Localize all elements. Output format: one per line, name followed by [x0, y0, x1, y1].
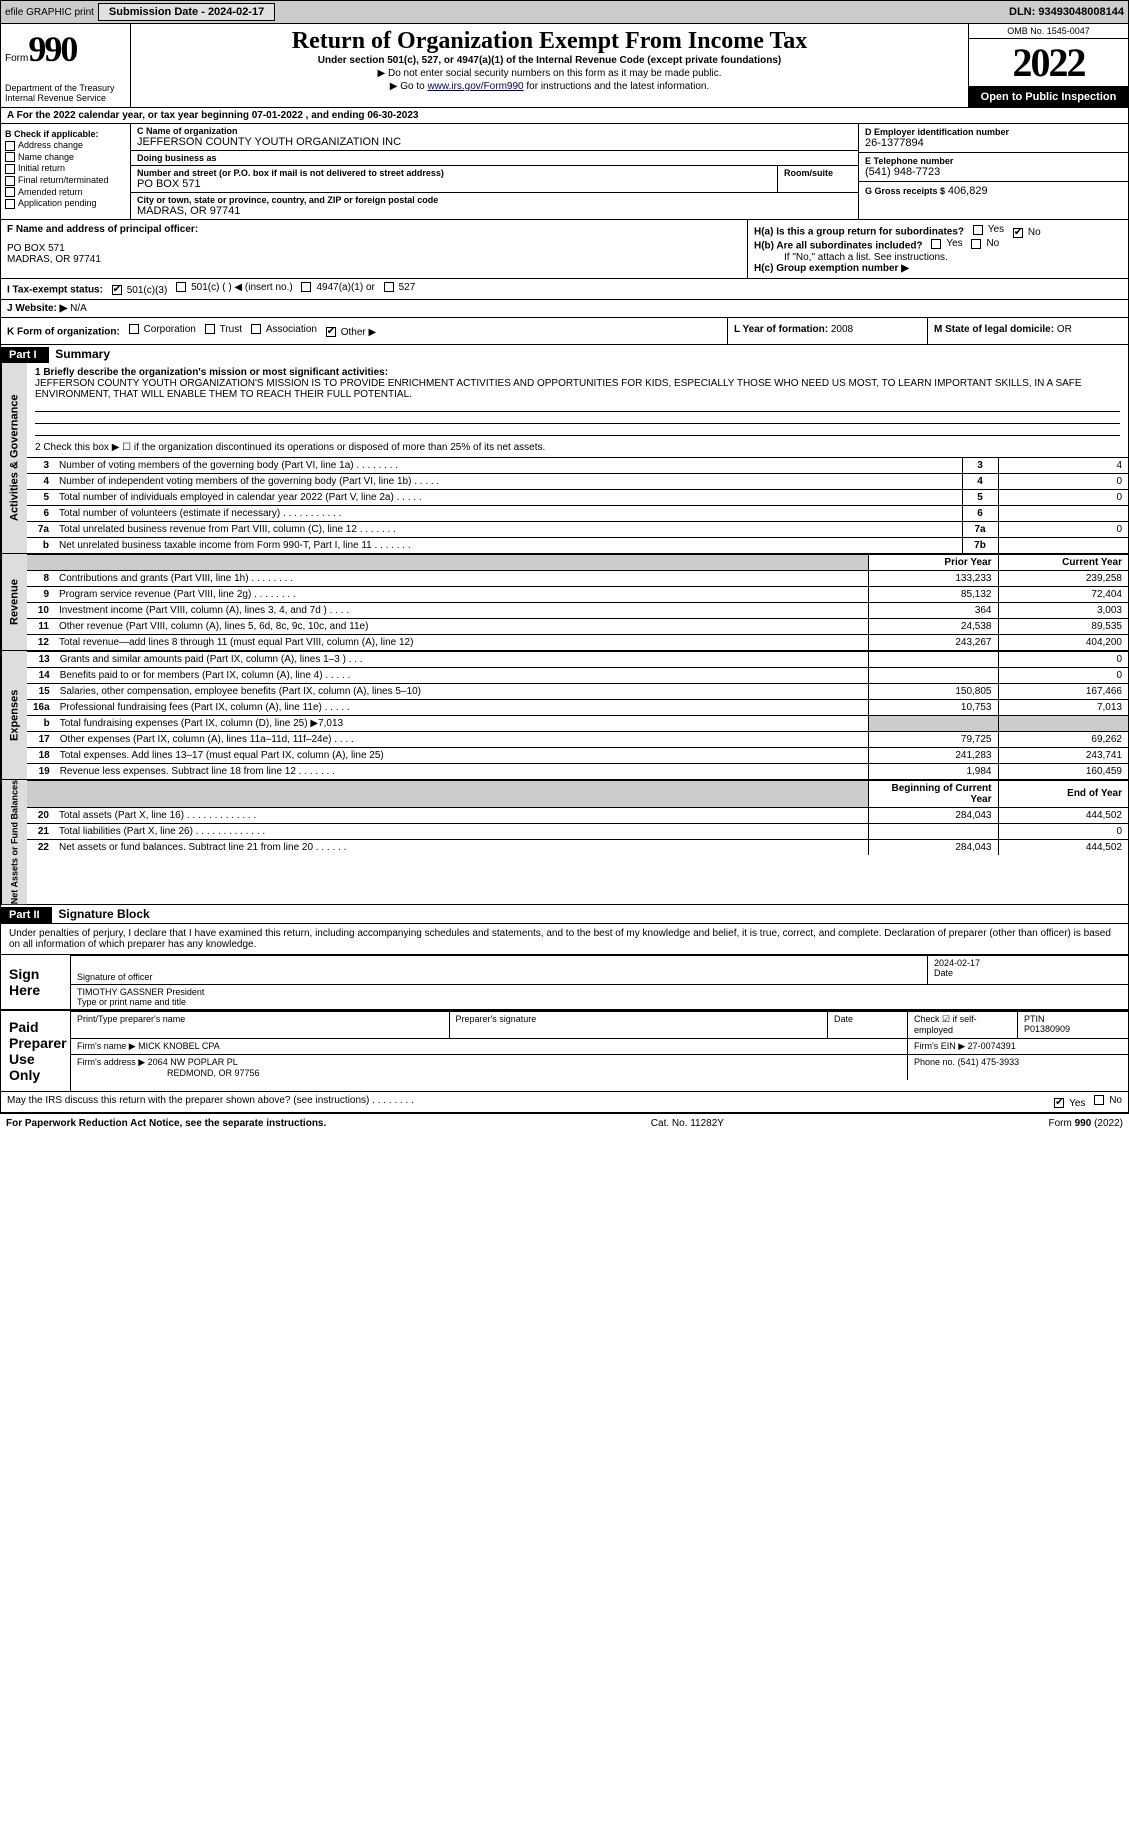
table-row: 15Salaries, other compensation, employee…: [27, 683, 1128, 699]
form-number: Form 990: [5, 28, 126, 70]
signature-block: Under penalties of perjury, I declare th…: [0, 924, 1129, 1113]
part-1-title: Summary: [55, 347, 110, 361]
note-link: ▶ Go to www.irs.gov/Form990 for instruct…: [135, 81, 964, 92]
table-row: 5Total number of individuals employed in…: [27, 489, 1128, 505]
note-ssn: ▶ Do not enter social security numbers o…: [135, 68, 964, 79]
part-2-tag: Part II: [1, 907, 52, 923]
col-f-officer: F Name and address of principal officer:…: [1, 220, 748, 278]
ein: 26-1377894: [865, 137, 1122, 149]
row-klm: K Form of organization: Corporation Trus…: [0, 318, 1129, 345]
department: Department of the Treasury Internal Reve…: [5, 83, 126, 103]
table-row: bTotal fundraising expenses (Part IX, co…: [27, 715, 1128, 731]
col-h-group: H(a) Is this a group return for subordin…: [748, 220, 1128, 278]
telephone: (541) 948-7723: [865, 166, 1122, 178]
part-1: Part I Summary Activities & Governance 1…: [0, 345, 1129, 554]
form-title: Return of Organization Exempt From Incom…: [135, 28, 964, 55]
efile-label: efile GRAPHIC print: [5, 7, 94, 18]
officer-name: TIMOTHY GASSNER President: [77, 987, 1122, 997]
expenses-section: Expenses 13Grants and similar amounts pa…: [0, 651, 1129, 780]
table-row: bNet unrelated business taxable income f…: [27, 537, 1128, 553]
table-row: 3Number of voting members of the governi…: [27, 457, 1128, 473]
chk-name[interactable]: Name change: [5, 152, 126, 163]
chk-final[interactable]: Final return/terminated: [5, 175, 126, 186]
governance-table: 3Number of voting members of the governi…: [27, 457, 1128, 553]
table-row: 18Total expenses. Add lines 13–17 (must …: [27, 747, 1128, 763]
table-row: 20Total assets (Part X, line 16) . . . .…: [27, 807, 1128, 823]
firm-name: MICK KNOBEL CPA: [138, 1041, 220, 1051]
irs-link[interactable]: www.irs.gov/Form990: [427, 81, 523, 92]
city-state-zip: MADRAS, OR 97741: [137, 205, 852, 217]
table-row: 9Program service revenue (Part VIII, lin…: [27, 586, 1128, 602]
tax-year: 2022: [969, 39, 1128, 87]
submission-date-button[interactable]: Submission Date - 2024-02-17: [98, 3, 275, 21]
part-2-title: Signature Block: [58, 907, 149, 921]
topbar: efile GRAPHIC print Submission Date - 20…: [0, 0, 1129, 24]
table-row: 8Contributions and grants (Part VIII, li…: [27, 570, 1128, 586]
section-bcd: B Check if applicable: Address change Na…: [0, 124, 1129, 220]
chk-initial[interactable]: Initial return: [5, 163, 126, 174]
street-address: PO BOX 571: [137, 178, 771, 190]
sign-date: 2024-02-17: [934, 958, 1122, 968]
table-row: 21Total liabilities (Part X, line 26) . …: [27, 823, 1128, 839]
ptin: P01380909: [1024, 1024, 1122, 1034]
mission-text: JEFFERSON COUNTY YOUTH ORGANIZATION'S MI…: [35, 378, 1120, 400]
page-footer: For Paperwork Reduction Act Notice, see …: [0, 1113, 1129, 1133]
table-row: 10Investment income (Part VIII, column (…: [27, 602, 1128, 618]
table-row: 6Total number of volunteers (estimate if…: [27, 505, 1128, 521]
net-assets-table: Beginning of Current YearEnd of Year 20T…: [27, 780, 1128, 855]
col-d-ein: D Employer identification number 26-1377…: [858, 124, 1128, 219]
table-row: 7aTotal unrelated business revenue from …: [27, 521, 1128, 537]
open-to-public: Open to Public Inspection: [969, 87, 1128, 107]
firm-ein: 27-0074391: [968, 1041, 1016, 1051]
part-1-tag: Part I: [1, 347, 49, 363]
table-row: 14Benefits paid to or for members (Part …: [27, 667, 1128, 683]
firm-address: 2064 NW POPLAR PL: [148, 1057, 238, 1067]
section-fh: F Name and address of principal officer:…: [0, 220, 1129, 279]
perjury-statement: Under penalties of perjury, I declare th…: [1, 924, 1128, 954]
table-row: 4Number of independent voting members of…: [27, 473, 1128, 489]
table-row: 22Net assets or fund balances. Subtract …: [27, 839, 1128, 855]
revenue-table: Prior YearCurrent Year 8Contributions an…: [27, 554, 1128, 650]
dln-label: DLN: 93493048008144: [1009, 6, 1124, 18]
revenue-section: Revenue Prior YearCurrent Year 8Contribu…: [0, 554, 1129, 651]
table-row: 12Total revenue—add lines 8 through 11 (…: [27, 634, 1128, 650]
table-row: 17Other expenses (Part IX, column (A), l…: [27, 731, 1128, 747]
part-2: Part II Signature Block: [0, 905, 1129, 924]
net-assets-section: Net Assets or Fund Balances Beginning of…: [0, 780, 1129, 905]
form-header: Form 990 Department of the Treasury Inte…: [0, 24, 1129, 108]
row-a-tax-year: A For the 2022 calendar year, or tax yea…: [0, 108, 1129, 124]
table-row: 19Revenue less expenses. Subtract line 1…: [27, 763, 1128, 779]
chk-address[interactable]: Address change: [5, 140, 126, 151]
col-c-org: C Name of organization JEFFERSON COUNTY …: [131, 124, 858, 219]
expenses-table: 13Grants and similar amounts paid (Part …: [27, 651, 1128, 779]
form-subtitle: Under section 501(c), 527, or 4947(a)(1)…: [135, 55, 964, 66]
table-row: 16aProfessional fundraising fees (Part I…: [27, 699, 1128, 715]
org-name: JEFFERSON COUNTY YOUTH ORGANIZATION INC: [137, 136, 852, 148]
firm-phone: (541) 475-3933: [958, 1057, 1020, 1067]
chk-amended[interactable]: Amended return: [5, 187, 126, 198]
side-expenses: Expenses: [1, 651, 27, 779]
chk-pending[interactable]: Application pending: [5, 198, 126, 209]
gross-receipts: 406,829: [948, 185, 988, 197]
side-net-assets: Net Assets or Fund Balances: [1, 780, 27, 904]
omb-number: OMB No. 1545-0047: [969, 24, 1128, 39]
col-b-checkboxes: B Check if applicable: Address change Na…: [1, 124, 131, 219]
row-i-tax-status: I Tax-exempt status: 501(c)(3) 501(c) ( …: [0, 279, 1129, 300]
website: N/A: [70, 303, 87, 314]
sign-here-label: Sign Here: [1, 955, 71, 1009]
side-activities-governance: Activities & Governance: [1, 363, 27, 553]
table-row: 13Grants and similar amounts paid (Part …: [27, 651, 1128, 667]
table-row: 11Other revenue (Part VIII, column (A), …: [27, 618, 1128, 634]
row-j-website: J Website: ▶ N/A: [0, 300, 1129, 318]
side-revenue: Revenue: [1, 554, 27, 650]
paid-preparer-label: Paid Preparer Use Only: [1, 1011, 71, 1091]
